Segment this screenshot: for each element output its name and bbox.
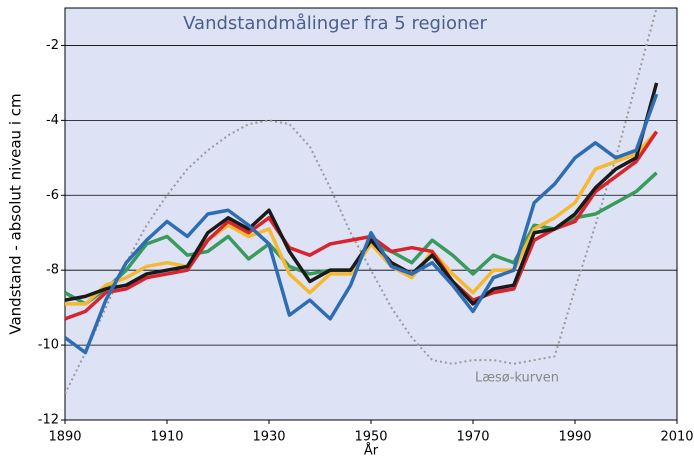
y-tick-label: -6 [46, 188, 59, 203]
y-tick-label: -10 [38, 338, 59, 353]
x-tick-label: 1930 [252, 430, 285, 445]
x-tick-label: 1990 [558, 430, 591, 445]
series-label: Læsø-kurven [475, 371, 559, 386]
y-tick-label: -12 [38, 413, 59, 428]
x-tick-label: 2010 [660, 430, 693, 445]
x-tick-label: 1910 [150, 430, 183, 445]
series-line [65, 8, 658, 395]
series-line [65, 93, 659, 355]
plot-area [64, 7, 678, 421]
x-tick-label: 1970 [456, 430, 489, 445]
chart-title: Vandstandmålinger fra 5 regioner [183, 13, 487, 34]
y-tick-label: -4 [46, 113, 59, 128]
y-tick-label: -8 [46, 263, 59, 278]
x-tick-label: 1950 [354, 430, 387, 445]
x-axis-label: År [364, 443, 379, 459]
x-tick-label: 1890 [48, 430, 81, 445]
y-tick-label: -2 [46, 38, 59, 53]
y-axis-label: Vandstand - absolut niveau i cm [7, 93, 25, 334]
